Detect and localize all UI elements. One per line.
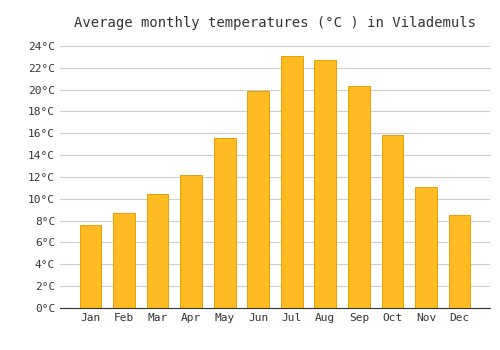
Bar xyxy=(180,175,202,308)
Bar xyxy=(348,86,370,308)
Bar xyxy=(415,187,437,308)
Title: Average monthly temperatures (°C ) in Vilademuls: Average monthly temperatures (°C ) in Vi… xyxy=(74,16,476,30)
Bar xyxy=(281,56,302,308)
Bar xyxy=(80,225,102,308)
Bar xyxy=(382,135,404,308)
Bar xyxy=(314,60,336,308)
Bar xyxy=(146,195,169,308)
Bar xyxy=(248,91,269,308)
Bar xyxy=(214,138,236,308)
Bar xyxy=(113,213,135,308)
Bar xyxy=(448,215,470,308)
